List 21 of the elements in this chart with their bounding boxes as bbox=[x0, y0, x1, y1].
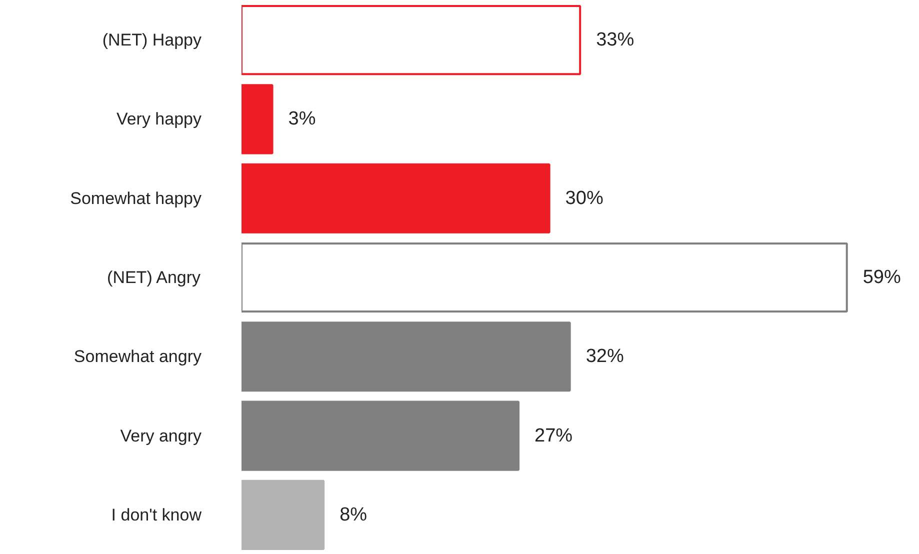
data-label: 30% bbox=[565, 188, 604, 209]
data-label: 32% bbox=[586, 346, 624, 368]
data-label: 33% bbox=[596, 30, 634, 51]
y-tick-label: Very happy bbox=[116, 110, 202, 129]
bar bbox=[242, 163, 550, 234]
bar bbox=[242, 242, 848, 313]
bar bbox=[242, 400, 520, 471]
data-label: 8% bbox=[340, 504, 368, 526]
y-tick-label: (NET) Happy bbox=[102, 30, 202, 50]
y-tick-label: (NET) Angry bbox=[107, 268, 202, 287]
data-label: 27% bbox=[534, 425, 573, 446]
y-tick-label: Very angry bbox=[120, 426, 202, 446]
data-label: 59% bbox=[862, 267, 901, 288]
data-label: 3% bbox=[288, 108, 316, 130]
bar bbox=[242, 322, 571, 392]
y-tick-label: Somewhat happy bbox=[70, 188, 202, 208]
bar bbox=[242, 84, 274, 154]
bar bbox=[242, 5, 582, 76]
y-tick-label: Somewhat angry bbox=[74, 347, 202, 366]
bar bbox=[242, 480, 325, 550]
y-tick-label: I don't know bbox=[111, 505, 202, 524]
